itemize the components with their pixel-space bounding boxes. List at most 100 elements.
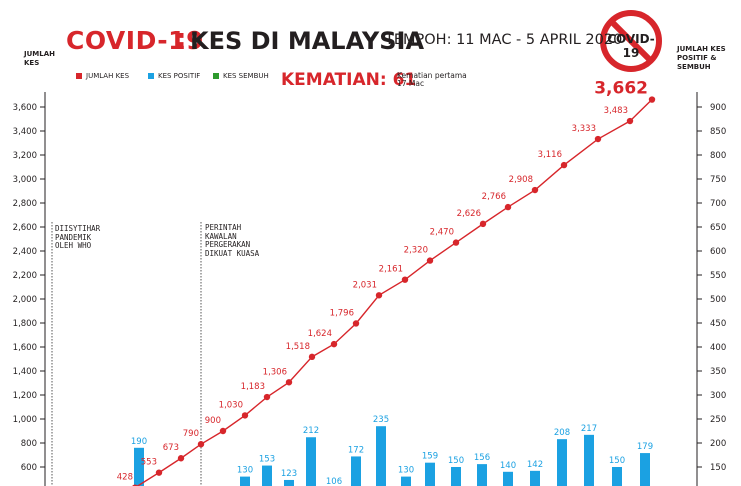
left-tick-label: 2,000 xyxy=(13,295,37,305)
total-cases-point xyxy=(308,353,316,361)
left-tick-label: 600 xyxy=(21,463,37,473)
positive-bar xyxy=(612,467,622,486)
page-title: KES DI MALAYSIA xyxy=(190,27,425,55)
right-tick-label: 200 xyxy=(710,439,726,449)
total-cases-point xyxy=(648,96,656,103)
right-tick-label: 800 xyxy=(710,151,726,161)
left-tick-label: 1,800 xyxy=(13,319,37,329)
total-cases-point xyxy=(219,427,227,435)
positive-bar xyxy=(306,437,316,486)
total-cases-point xyxy=(155,469,163,476)
legend-recovered: KES SEMBUH xyxy=(213,72,269,80)
total-cases-label: 1,306 xyxy=(263,367,287,377)
positive-bar-label: 172 xyxy=(348,445,364,455)
total-cases-point xyxy=(197,441,205,448)
positive-bar xyxy=(640,453,650,486)
positive-bar xyxy=(425,462,435,486)
right-tick-label: 650 xyxy=(710,223,726,233)
legend-total: JUMLAH KES xyxy=(76,72,129,80)
legend-recovered-label: KES SEMBUH xyxy=(223,72,269,80)
left-tick-label: 1,000 xyxy=(13,415,37,425)
total-cases-point xyxy=(426,257,434,264)
positive-bar xyxy=(262,465,272,486)
positive-bar-label: 212 xyxy=(303,426,319,436)
total-cases-label: 1,183 xyxy=(241,382,265,392)
left-tick-label: 1,400 xyxy=(13,367,37,377)
positive-bar xyxy=(503,471,513,486)
positive-bar-label: 130 xyxy=(398,466,414,476)
total-cases-point xyxy=(594,135,602,143)
positive-bar-label: 123 xyxy=(281,469,297,479)
right-tick-label: 300 xyxy=(710,391,726,401)
positive-bar-label: 130 xyxy=(237,466,253,476)
positive-bar-label: 235 xyxy=(373,415,389,425)
total-cases-label: 1,624 xyxy=(308,329,332,339)
positive-bar xyxy=(351,456,361,486)
total-cases-point xyxy=(375,292,383,299)
positive-bar-label: 156 xyxy=(474,453,490,463)
total-cases-label: 553 xyxy=(141,458,157,468)
right-tick-label: 700 xyxy=(710,199,726,209)
left-tick-label: 2,600 xyxy=(13,223,37,233)
positive-bar-label: 150 xyxy=(448,456,464,466)
legend-recovered-swatch xyxy=(213,72,219,79)
positive-bar-label: 190 xyxy=(131,437,147,447)
left-tick-label: 800 xyxy=(21,439,37,449)
total-cases-label: 2,766 xyxy=(482,192,506,202)
left-tick-label: 3,000 xyxy=(13,175,37,185)
right-tick-label: 500 xyxy=(710,295,726,305)
right-tick-label: 400 xyxy=(710,343,726,353)
left-tick-label: 2,800 xyxy=(13,199,37,209)
right-tick-label: 750 xyxy=(710,175,726,185)
right-tick-label: 600 xyxy=(710,247,726,257)
left-tick-label: 2,200 xyxy=(13,271,37,281)
legend-total-swatch xyxy=(76,72,82,79)
positive-bar-label: 142 xyxy=(527,460,543,470)
total-cases-point xyxy=(401,276,409,283)
total-cases-point xyxy=(560,161,568,169)
total-cases-point xyxy=(504,203,512,211)
positive-bar xyxy=(584,434,594,486)
total-cases-point xyxy=(241,412,249,419)
total-cases-label: 1,030 xyxy=(219,400,243,410)
positive-bar xyxy=(134,447,144,486)
total-cases-point xyxy=(352,320,360,327)
total-cases-label: 428 xyxy=(117,473,133,483)
legend-positive-label: KES POSITIF xyxy=(158,72,201,80)
deaths-note: Kematian pertama 17 Mac xyxy=(397,71,467,88)
positive-bar-label: 150 xyxy=(609,456,625,466)
positive-bar-label: 106 xyxy=(326,477,342,486)
positive-bar xyxy=(401,476,411,486)
total-cases-label: 3,483 xyxy=(604,106,628,116)
total-cases-label: 790 xyxy=(183,429,199,439)
positive-bar-label: 208 xyxy=(554,428,570,438)
left-tick-label: 2,400 xyxy=(13,247,37,257)
total-cases-label: 1,796 xyxy=(330,308,354,318)
positive-bar xyxy=(530,470,540,486)
no-covid-logo xyxy=(598,8,664,74)
total-cases-point xyxy=(479,220,487,228)
right-axis-title: JUMLAH KES POSITIF & SEMBUH xyxy=(677,45,726,71)
positive-bar-label: 153 xyxy=(259,455,275,465)
title-colon: : xyxy=(176,24,187,54)
positive-bar xyxy=(451,467,461,486)
left-tick-label: 3,200 xyxy=(13,151,37,161)
total-cases-label: 2,470 xyxy=(430,228,454,238)
annotation-mco: PERINTAH KAWALAN PERGERAKAN DIKUAT KUASA xyxy=(205,223,260,258)
total-cases-point xyxy=(177,455,185,462)
title-covid: COVID-19 xyxy=(66,26,204,55)
positive-bar-label: 159 xyxy=(422,452,438,462)
positive-bar xyxy=(284,479,294,486)
legend-positive-swatch xyxy=(148,72,154,79)
right-tick-label: 850 xyxy=(710,127,726,137)
left-tick-label: 3,600 xyxy=(13,103,37,113)
total-cases-label: 3,333 xyxy=(572,124,596,134)
legend-positive: KES POSITIF xyxy=(148,72,200,80)
left-tick-label: 3,400 xyxy=(13,127,37,137)
total-cases-label: 2,320 xyxy=(404,246,428,256)
total-cases-label: 673 xyxy=(163,443,179,453)
positive-bar xyxy=(376,426,386,486)
right-tick-label: 250 xyxy=(710,415,726,425)
legend-total-label: JUMLAH KES xyxy=(86,72,130,80)
